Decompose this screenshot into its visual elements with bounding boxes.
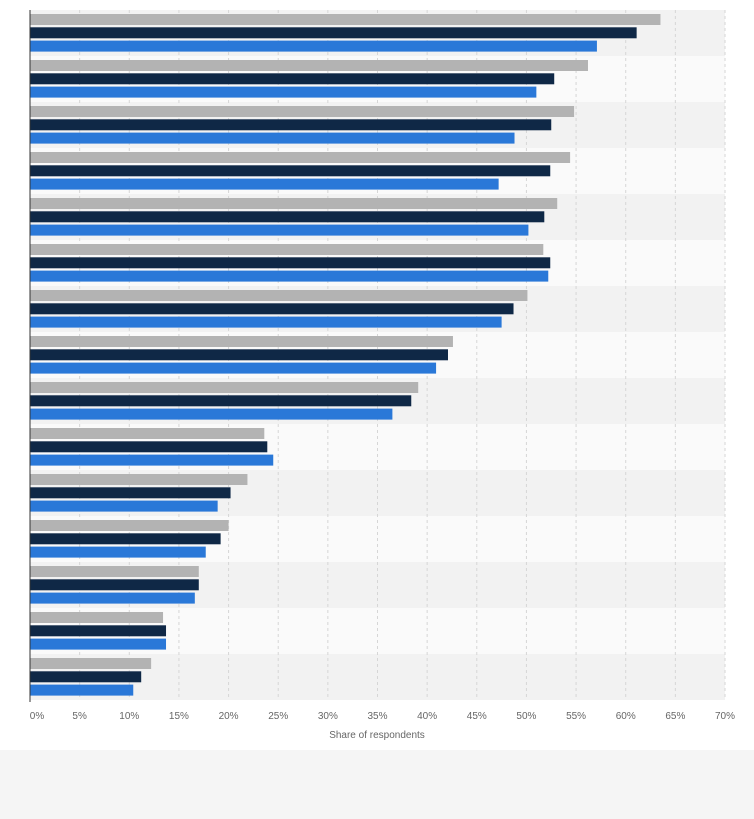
bar-series-2-row-11[interactable] (30, 487, 231, 499)
bar-series-2-row-3[interactable] (30, 119, 552, 131)
bar-series-2-row-4[interactable] (30, 165, 551, 177)
x-tick-label-25pct: 25% (268, 711, 288, 722)
bar-series-1-row-11[interactable] (30, 474, 248, 485)
bar-chart: 0% 5% 10% 15% 20% 25% 30% 35% 40% 45% 50% 55% 60% 65%… (29, 10, 735, 741)
bar-series-3-row-6[interactable] (30, 270, 549, 282)
bar-series-3-row-11[interactable] (30, 500, 218, 512)
x-axis-title: Share of respondents (329, 730, 425, 741)
bar-series-1-row-15[interactable] (30, 658, 152, 669)
bar-series-2-row-1[interactable] (30, 27, 637, 39)
x-tick-label-70pct: 70% (715, 711, 735, 722)
bar-series-1-row-6[interactable] (30, 244, 544, 255)
x-tick-label-30pct: 30% (318, 711, 338, 722)
bar-series-2-row-8[interactable] (30, 349, 448, 361)
x-tick-label-35pct: 35% (367, 711, 387, 722)
bar-series-2-row-13[interactable] (30, 579, 199, 591)
bar-series-3-row-12[interactable] (30, 546, 206, 558)
bar-series-1-row-8[interactable] (30, 336, 453, 347)
bar-series-1-row-2[interactable] (30, 60, 588, 71)
bar-series-1-row-1[interactable] (30, 14, 661, 25)
x-tick-label-0pct: 0% (30, 711, 45, 722)
bar-series-2-row-10[interactable] (30, 441, 268, 453)
bar-series-3-row-8[interactable] (30, 362, 437, 374)
bar-series-1-row-5[interactable] (30, 198, 558, 209)
x-tick-label-15pct: 15% (169, 711, 189, 722)
bar-series-1-row-13[interactable] (30, 566, 199, 577)
x-tick-label-5pct: 5% (72, 711, 87, 722)
x-tick-label-20pct: 20% (219, 711, 239, 722)
bar-series-2-row-14[interactable] (30, 625, 167, 637)
bar-series-2-row-15[interactable] (30, 671, 142, 683)
bar-series-3-row-10[interactable] (30, 454, 274, 466)
bar-series-3-row-13[interactable] (30, 592, 195, 604)
bar-series-1-row-3[interactable] (30, 106, 575, 117)
bar-series-3-row-5[interactable] (30, 224, 529, 236)
bars (30, 14, 661, 696)
bar-series-3-row-3[interactable] (30, 132, 515, 144)
bar-series-1-row-4[interactable] (30, 152, 571, 163)
bar-series-3-row-15[interactable] (30, 684, 134, 696)
bar-series-3-row-4[interactable] (30, 178, 499, 190)
bar-series-1-row-9[interactable] (30, 382, 419, 393)
bar-series-2-row-9[interactable] (30, 395, 412, 407)
x-tick-label-10pct: 10% (119, 711, 139, 722)
bar-series-2-row-6[interactable] (30, 257, 551, 269)
x-tick-label-45pct: 45% (467, 711, 487, 722)
bar-series-3-row-2[interactable] (30, 86, 537, 98)
x-tick-label-55pct: 55% (566, 711, 586, 722)
bar-series-1-row-12[interactable] (30, 520, 229, 531)
x-tick-label-65pct: 65% (665, 711, 685, 722)
bar-series-2-row-12[interactable] (30, 533, 221, 545)
bar-series-3-row-14[interactable] (30, 638, 167, 650)
bar-series-1-row-7[interactable] (30, 290, 528, 301)
footer-band (0, 750, 754, 819)
bar-series-1-row-14[interactable] (30, 612, 164, 623)
bar-series-2-row-2[interactable] (30, 73, 555, 85)
bar-series-2-row-5[interactable] (30, 211, 545, 223)
bar-series-3-row-7[interactable] (30, 316, 502, 328)
bar-series-3-row-1[interactable] (30, 40, 597, 52)
bar-series-3-row-9[interactable] (30, 408, 393, 420)
x-tick-label-50pct: 50% (516, 711, 536, 722)
x-tick-label-40pct: 40% (417, 711, 437, 722)
bar-series-1-row-10[interactable] (30, 428, 265, 439)
bar-series-2-row-7[interactable] (30, 303, 514, 315)
x-tick-label-60pct: 60% (616, 711, 636, 722)
x-tick-labels: 0% 5% 10% 15% 20% 25% 30% 35% 40% 45% 50% 55% 60% 65%… (30, 711, 735, 722)
